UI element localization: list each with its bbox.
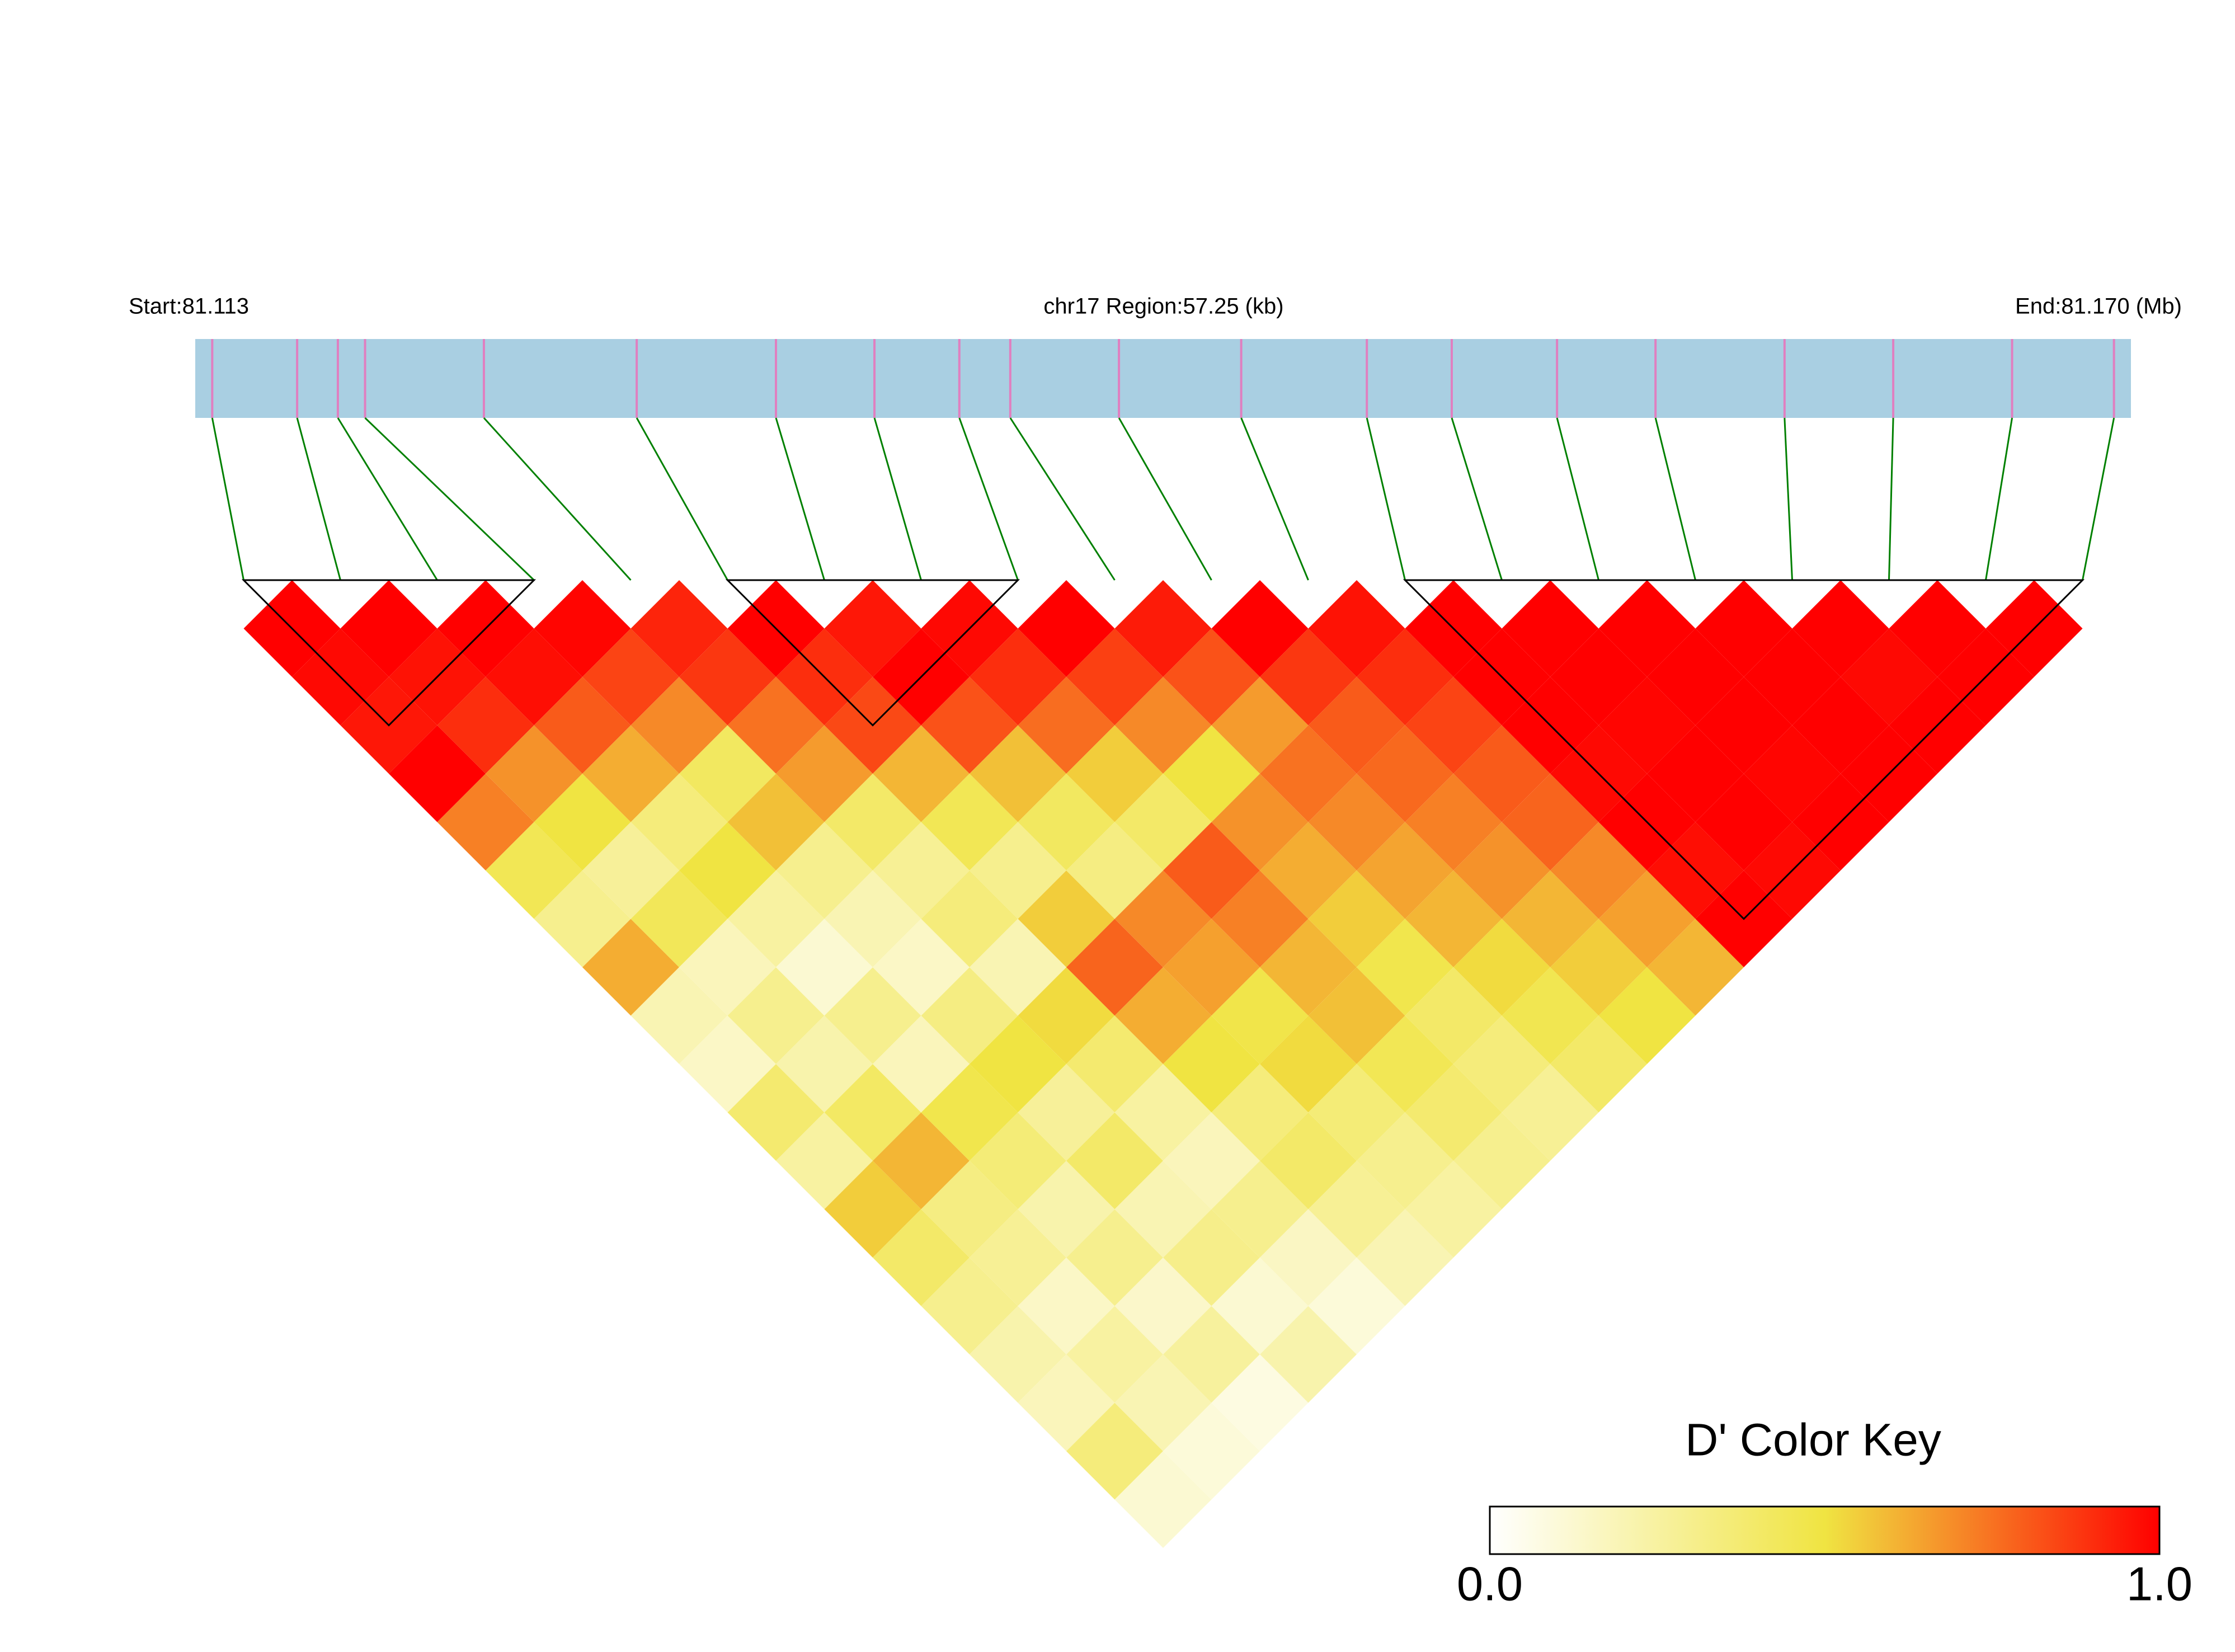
snp-link [483, 417, 632, 581]
snp-link [636, 417, 728, 581]
snp-link [1118, 417, 1212, 581]
snp-link [1985, 417, 2013, 581]
snp-link [337, 417, 438, 581]
snp-link [1451, 417, 1503, 581]
colorbar-tick-label: 0.0 [1457, 1557, 1523, 1611]
ld-block [725, 579, 1020, 727]
snp-link [1888, 417, 1894, 581]
snp-link [1009, 417, 1116, 581]
snp-link [873, 417, 922, 581]
snp-link [211, 417, 244, 581]
snp-link [1240, 417, 1309, 581]
colorbar-tick-label: 1.0 [2126, 1557, 2192, 1611]
ld-block [1403, 579, 2085, 920]
snp-link [296, 417, 341, 581]
snp-link [364, 417, 535, 581]
snp-link [958, 417, 1019, 581]
snp-link [775, 417, 825, 581]
end-label: End:81.170 (Mb) [2015, 294, 2182, 319]
snp-link [1366, 417, 1406, 581]
snp-link [2082, 417, 2115, 581]
snp-link [1556, 417, 1599, 581]
ld-block [241, 579, 537, 727]
start-label: Start:81.113 [129, 294, 249, 319]
region-label: chr17 Region:57.25 (kb) [1043, 294, 1283, 319]
snp-bar [195, 339, 2131, 418]
snp-link [1654, 417, 1696, 581]
colorbar [1489, 1505, 2161, 1555]
colorbar-title: D' Color Key [1685, 1415, 1941, 1466]
snp-link [1784, 417, 1793, 581]
